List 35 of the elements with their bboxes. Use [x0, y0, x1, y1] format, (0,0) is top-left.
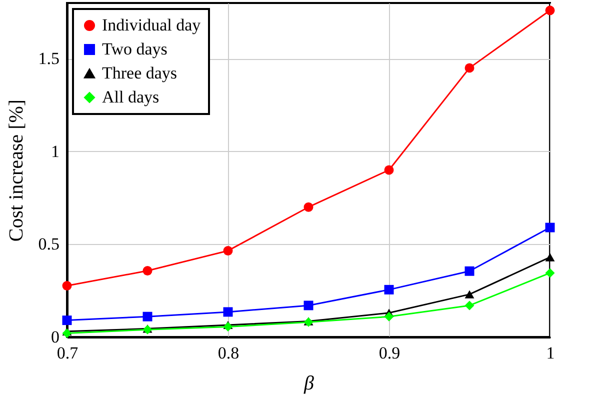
y-tick-label: 1 — [51, 142, 60, 161]
point — [142, 266, 152, 276]
point — [223, 307, 233, 317]
legend-label: Individual day — [102, 16, 202, 34]
point — [304, 300, 314, 310]
x-axis-title: β — [303, 372, 314, 394]
point — [304, 202, 314, 212]
y-axis-title: Cost increase [%] — [5, 99, 28, 242]
point — [62, 281, 72, 291]
point — [545, 268, 555, 278]
legend-label: All days — [102, 88, 160, 106]
legend-label: Three days — [102, 64, 178, 82]
point — [142, 312, 152, 322]
point — [384, 312, 394, 322]
point — [545, 222, 555, 232]
point — [223, 322, 233, 332]
point — [545, 253, 555, 262]
legend-label: Two days — [102, 40, 168, 58]
x-tick-label: 0.9 — [378, 344, 400, 362]
point — [223, 246, 233, 256]
point — [464, 290, 474, 298]
y-tick-label: 1.5 — [38, 49, 60, 68]
y-tick-label: 0 — [51, 328, 60, 346]
point — [545, 6, 555, 16]
x-tick-label: 0.8 — [218, 344, 240, 362]
point — [464, 300, 474, 310]
point — [464, 63, 474, 73]
point — [384, 165, 394, 175]
point — [62, 316, 72, 326]
point — [384, 284, 394, 294]
point — [62, 328, 72, 338]
y-tick-label: 0.5 — [38, 234, 60, 254]
point — [464, 266, 474, 276]
x-tick-label: 1 — [546, 344, 555, 362]
x-tick-label: 0.7 — [56, 344, 79, 362]
